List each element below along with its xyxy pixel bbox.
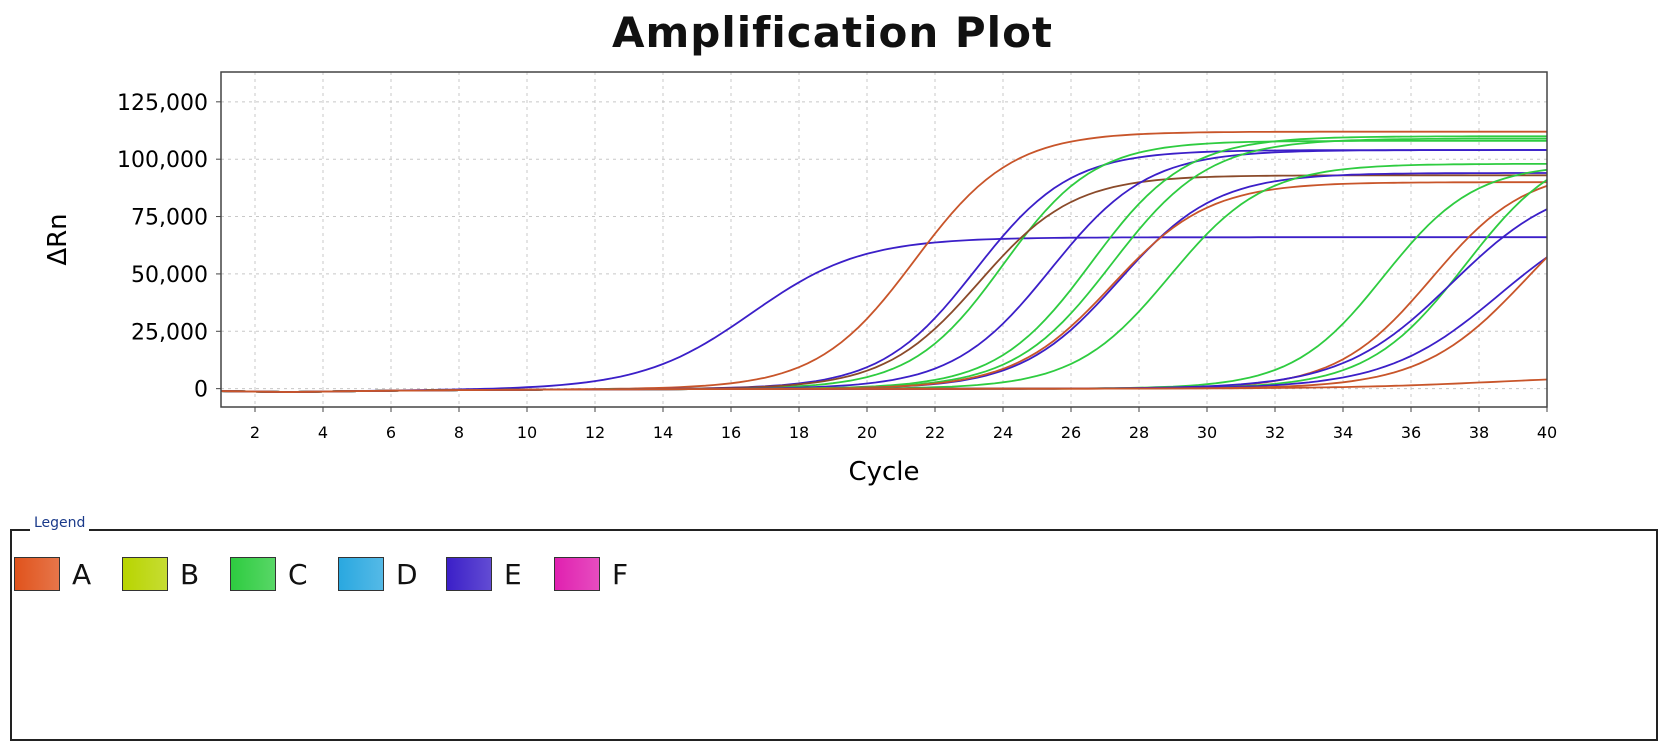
series-layer: [220, 130, 1548, 394]
x-tick-label: 30: [1197, 423, 1217, 442]
legend-item-f: F: [554, 557, 648, 591]
x-axis-title: Cycle: [848, 457, 919, 487]
x-tick-label: 32: [1265, 423, 1285, 442]
legend-item-c: C: [230, 557, 324, 591]
y-tick-label: 50,000: [131, 263, 208, 288]
y-tick-label: 100,000: [117, 148, 208, 173]
x-tick-label: 10: [517, 423, 537, 442]
legend-swatch: [446, 557, 492, 591]
legend-swatch: [338, 557, 384, 591]
x-tick-labels: 2 4 6 8 10 12 14 16 18 20 22 24 26 28 30 32 34 36 38 40: [250, 407, 1557, 442]
x-tick-label: 40: [1537, 423, 1557, 442]
y-axis-title: ΔRn: [43, 213, 73, 265]
x-tick-label: 16: [721, 423, 741, 442]
legend-items: A B C D E F: [14, 557, 662, 591]
legend-label: D: [396, 557, 418, 591]
amplification-curve: [220, 162, 1547, 394]
legend-box: [10, 529, 1658, 741]
legend-label: E: [504, 557, 522, 591]
x-tick-label: 6: [386, 423, 396, 442]
y-tick-label: 25,000: [131, 320, 208, 345]
legend-swatch: [14, 557, 60, 591]
legend-label: C: [288, 557, 308, 591]
amplification-curve: [220, 139, 1547, 394]
y-tick-label: 75,000: [131, 206, 208, 231]
legend-item-e: E: [446, 557, 540, 591]
y-tick-label: 125,000: [117, 91, 208, 116]
legend-swatch: [230, 557, 276, 591]
x-tick-label: 26: [1061, 423, 1081, 442]
legend-item-b: B: [122, 557, 216, 591]
y-tick-label: 0: [194, 378, 208, 403]
x-tick-label: 24: [993, 423, 1013, 442]
x-tick-label: 28: [1129, 423, 1149, 442]
x-tick-label: 34: [1333, 423, 1353, 442]
legend-item-a: A: [14, 557, 108, 591]
x-tick-label: 22: [925, 423, 945, 442]
amplification-curve: [220, 137, 1547, 394]
x-tick-label: 2: [250, 423, 260, 442]
x-tick-label: 4: [318, 423, 328, 442]
x-tick-label: 14: [653, 423, 673, 442]
y-tick-labels: 0 25,000 50,000 75,000 100,000 125,000: [117, 91, 221, 403]
x-tick-label: 12: [585, 423, 605, 442]
chart-title: Amplification Plot: [612, 8, 1053, 57]
plot-frame: [220, 71, 1548, 408]
amplification-curve: [220, 130, 1547, 394]
legend-caption: Legend: [30, 515, 90, 531]
legend-item-d: D: [338, 557, 432, 591]
x-tick-label: 8: [454, 423, 464, 442]
x-tick-label: 20: [857, 423, 877, 442]
x-tick-label: 18: [789, 423, 809, 442]
x-tick-label: 36: [1401, 423, 1421, 442]
x-tick-label: 38: [1469, 423, 1489, 442]
legend-swatch: [554, 557, 600, 591]
legend-label: B: [180, 557, 200, 591]
amplification-curve: [220, 378, 1548, 394]
legend-label: A: [72, 557, 92, 591]
legend-label: F: [612, 557, 629, 591]
legend-swatch: [122, 557, 168, 591]
